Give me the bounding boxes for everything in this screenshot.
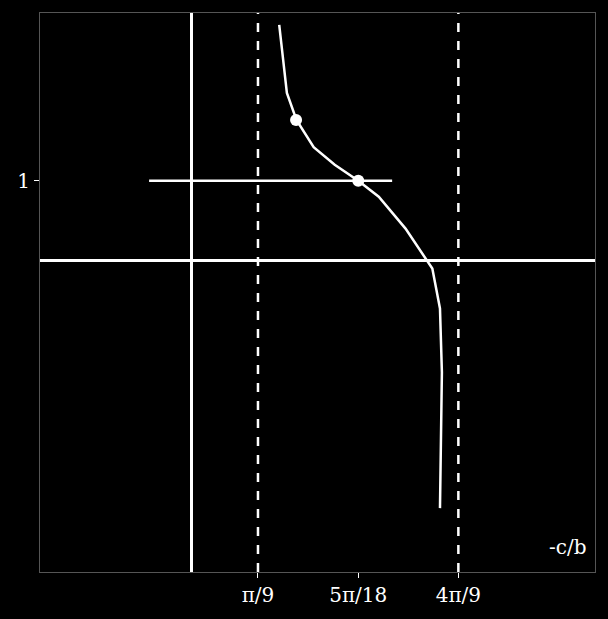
svg-text:π/9: π/9 — [242, 583, 275, 607]
svg-text:-c/b: -c/b — [549, 535, 587, 559]
svg-text:5π/18: 5π/18 — [329, 583, 387, 607]
svg-text:1: 1 — [17, 169, 30, 193]
svg-text:4π/9: 4π/9 — [436, 583, 481, 607]
